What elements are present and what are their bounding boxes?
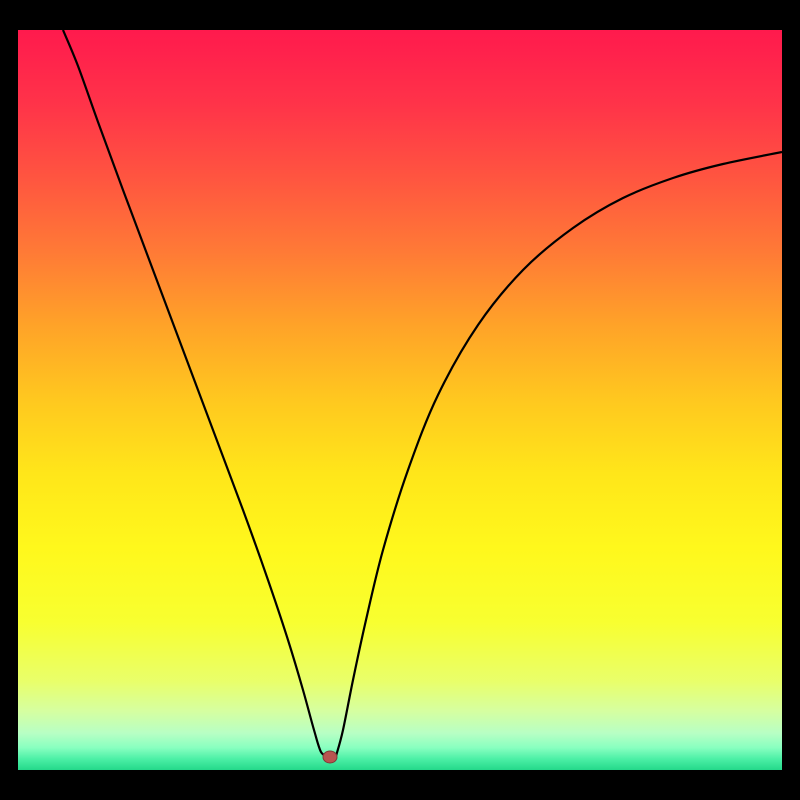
frame-right (782, 0, 800, 800)
chart-container: TheBottleneck.com (0, 0, 800, 800)
frame-bottom (0, 770, 800, 800)
frame-left (0, 0, 18, 800)
gradient-background (18, 30, 782, 770)
frame-top (0, 0, 800, 30)
plot-area (18, 30, 782, 770)
